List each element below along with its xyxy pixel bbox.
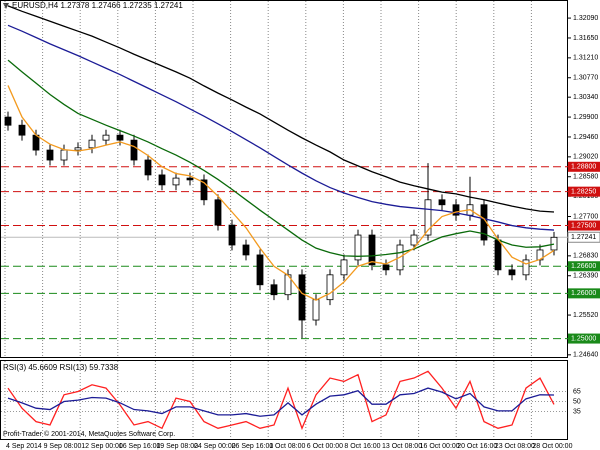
candle-body	[172, 177, 180, 186]
main-frame	[0, 0, 568, 358]
candle-body	[32, 134, 40, 151]
y-tick-label: 1.25520	[573, 312, 598, 319]
candle-body	[298, 274, 306, 321]
chart-title: EURUSD,H4 1.27378 1.27466 1.27235 1.2724…	[12, 1, 183, 10]
y-tick-label: 65	[573, 388, 581, 395]
candle-body	[18, 124, 26, 136]
level-box	[568, 186, 600, 197]
series-line	[7, 5, 555, 213]
candle-body	[354, 234, 362, 261]
level-box	[568, 261, 600, 272]
candle-body	[550, 236, 558, 251]
level-label: 1.28250	[571, 189, 596, 196]
candle-body	[410, 234, 418, 246]
level-box	[568, 288, 600, 299]
candle-body	[130, 139, 138, 161]
level-label: 1.25000	[571, 335, 596, 342]
y-tick-label: 1.30340	[573, 94, 598, 101]
x-tick-label: 19 Sep 08:00	[156, 443, 198, 450]
current-price-box	[567, 231, 600, 243]
candle-body	[186, 177, 194, 181]
candle-body	[256, 254, 264, 286]
candle-body	[214, 199, 222, 226]
level-box	[568, 161, 600, 172]
candle-body	[326, 274, 334, 301]
y-tick-label: 1.24640	[573, 352, 598, 359]
x-tick-label: 6 Oct 00:00	[307, 443, 343, 450]
x-tick-label: 1 Oct 08:00	[269, 443, 305, 450]
x-tick-label: 8 Oct 16:00	[344, 443, 380, 450]
candle-body	[4, 116, 12, 126]
candle-body	[312, 299, 320, 321]
level-label: 1.26000	[571, 290, 596, 297]
y-tick-label: 1.31650	[573, 35, 598, 42]
y-tick-label: 50	[573, 398, 581, 405]
candle-body	[522, 259, 530, 276]
x-tick-label: 13 Oct 08:00	[382, 443, 422, 450]
candle-body	[270, 284, 278, 296]
x-tick-label: 12 Sep 00:00	[81, 443, 123, 450]
x-tick-label: 28 Oct 00:00	[532, 443, 572, 450]
x-tick-label: 23 Oct 08:00	[495, 443, 535, 450]
y-tick-label: 1.29020	[573, 154, 598, 161]
candle-body	[368, 234, 376, 266]
y-tick-label: 35	[573, 408, 581, 415]
level-label: 1.27500	[571, 222, 596, 229]
y-tick-label: 1.32090	[573, 15, 598, 22]
y-tick-label: 1.26390	[573, 273, 598, 280]
candle-body	[340, 259, 348, 276]
candle-body	[102, 134, 110, 141]
series-line	[7, 24, 555, 231]
rsi-frame	[0, 360, 568, 440]
series-line	[7, 387, 555, 417]
copyright: Profit-Trader © 2001-2014, MetaQuotes So…	[3, 430, 175, 438]
candle-body	[424, 199, 432, 236]
candle-body	[88, 139, 96, 149]
level-label: 1.28800	[571, 164, 596, 171]
y-tick-label: 1.29900	[573, 114, 598, 121]
level-box	[568, 333, 600, 344]
candle-body	[158, 174, 166, 186]
y-tick-label: 1.30770	[573, 75, 598, 82]
current-price-label: 1.27241	[571, 234, 596, 241]
candle-body	[508, 269, 516, 276]
y-tick-label: 1.29460	[573, 134, 598, 141]
x-tick-label: 24 Sep 00:00	[194, 443, 236, 450]
x-tick-label: 9 Sep 08:00	[44, 443, 82, 450]
candle-body	[494, 239, 502, 271]
candle-body	[74, 147, 82, 151]
x-tick-label: 20 Oct 16:00	[457, 443, 497, 450]
candle-body	[242, 244, 250, 256]
candle-body	[228, 224, 236, 246]
candle-body	[116, 134, 124, 141]
x-tick-label: 16 Sep 16:00	[119, 443, 161, 450]
level-label: 1.26600	[571, 263, 596, 270]
y-tick-label: 1.27700	[573, 213, 598, 220]
level-box	[568, 220, 600, 231]
x-tick-label: 4 Sep 2014	[6, 443, 42, 450]
x-tick-label: 16 Oct 00:00	[420, 443, 460, 450]
series-line	[7, 85, 555, 301]
candle-body	[382, 264, 390, 271]
candle-body	[46, 149, 54, 161]
candle-body	[144, 159, 152, 176]
rsi-title: RSI(3) 45.6609 RSI(13) 59.7338	[3, 363, 119, 372]
y-tick-label: 1.28580	[573, 174, 598, 181]
candle-body	[60, 149, 68, 161]
candle-body	[200, 179, 208, 201]
y-tick-label: 1.31210	[573, 55, 598, 62]
y-tick-label: 1.26830	[573, 253, 598, 260]
candle-body	[438, 199, 446, 206]
series-line	[7, 370, 555, 431]
series-line	[7, 59, 555, 257]
candle-body	[452, 204, 460, 216]
x-tick-label: 26 Sep 16:00	[232, 443, 274, 450]
